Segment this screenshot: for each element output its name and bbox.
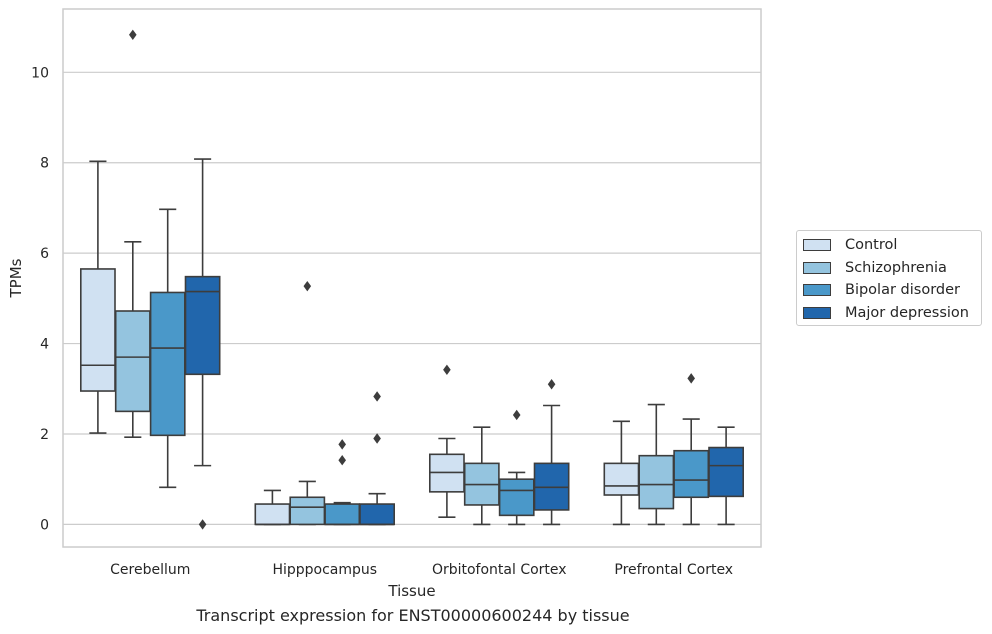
legend-item-bipolar-disorder: Bipolar disorder [803, 279, 981, 302]
box [603, 462, 640, 496]
x-tick-label: Orbitofontal Cortex [432, 562, 567, 578]
box-group [114, 29, 151, 438]
box-group [673, 373, 710, 526]
boxes [79, 29, 745, 530]
box [149, 291, 186, 437]
box-group [359, 391, 396, 526]
outlier-point [373, 433, 381, 444]
outlier-point [129, 29, 137, 40]
box-group [638, 403, 675, 526]
outlier-point [338, 454, 346, 466]
legend-label-control: Control [845, 237, 898, 254]
legend-item-control: Control [803, 234, 981, 257]
box-group [498, 409, 535, 526]
outlier-point [512, 409, 521, 421]
box [184, 275, 221, 376]
outlier-point [547, 379, 556, 390]
y-tick-label: 4 [40, 337, 49, 353]
legend-item-schizophrenia: Schizophrenia [803, 257, 981, 280]
figure-caption: Transcript expression for ENST0000060024… [196, 606, 630, 625]
y-tick-labels: 0 2 4 6 8 10 [31, 65, 49, 533]
legend-label-schizophrenia: Schizophrenia [845, 259, 947, 276]
box [289, 496, 326, 526]
outlier-point [373, 391, 381, 402]
box-group [184, 158, 221, 530]
legend-swatch-major-depression [803, 306, 831, 319]
legend-label-major-depression: Major depression [845, 304, 969, 321]
box [708, 446, 745, 498]
outlier-point [443, 364, 451, 375]
x-tick-label: Cerebellum [110, 562, 190, 578]
outlier-point [198, 519, 207, 530]
legend: Control Schizophrenia Bipolar disorder M… [796, 230, 982, 326]
box-group [533, 379, 570, 526]
box-group [463, 426, 500, 526]
outlier-point [303, 280, 312, 292]
plot-frame [62, 8, 762, 548]
box-group [708, 426, 745, 526]
box-group [324, 439, 361, 526]
legend-swatch-schizophrenia [803, 261, 831, 274]
box [114, 310, 151, 413]
box-group [289, 280, 326, 526]
box [359, 503, 396, 526]
box-group [428, 364, 465, 518]
y-tick-label: 10 [31, 65, 49, 81]
x-tick-label: Hipppocampus [272, 562, 377, 578]
y-tick-label: 0 [40, 517, 49, 533]
y-axis-label: TPMs [7, 258, 25, 298]
outlier-point [687, 373, 695, 384]
box [498, 478, 535, 517]
x-tick-label: Prefrontal Cortex [614, 562, 733, 578]
box-group [79, 160, 116, 434]
box [254, 503, 291, 526]
legend-swatch-bipolar-disorder [803, 284, 831, 297]
box-group [254, 489, 291, 526]
legend-item-major-depression: Major depression [803, 302, 981, 325]
box-group [149, 208, 186, 489]
y-tick-label: 2 [40, 427, 49, 443]
legend-label-bipolar-disorder: Bipolar disorder [845, 282, 960, 299]
x-axis-label: Tissue [387, 582, 435, 600]
box [638, 454, 675, 510]
outlier-point [338, 439, 346, 450]
y-tick-label: 6 [40, 246, 49, 262]
y-tick-label: 8 [40, 156, 49, 172]
box [324, 503, 361, 526]
box [79, 268, 116, 392]
box [673, 449, 710, 499]
legend-swatch-control [803, 239, 831, 252]
box-group [603, 420, 640, 526]
x-tick-labels: Cerebellum Hipppocampus Orbitofontal Corte… [110, 562, 733, 578]
